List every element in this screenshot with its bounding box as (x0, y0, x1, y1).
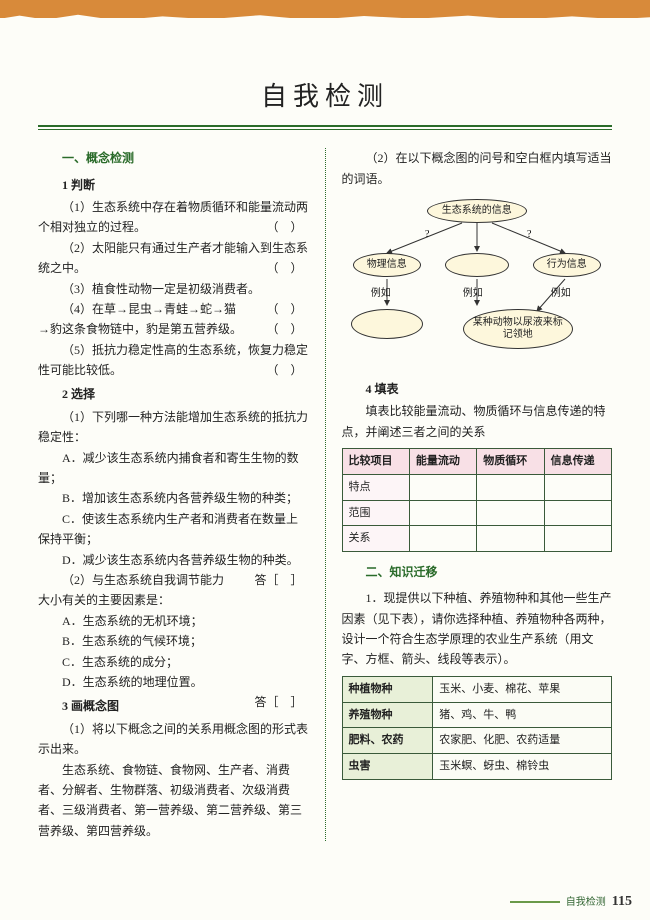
page-footer: 自我检测 115 (510, 890, 632, 914)
svg-text:?: ? (527, 229, 532, 240)
section-2-head: 二、知识迁移 (342, 562, 613, 582)
comparison-table: 比较项目 能量流动 物质循环 信息传递 特点 范围 关系 (342, 448, 613, 552)
diagram-node-physical: 物理信息 (353, 253, 421, 277)
production-table: 种植物种玉米、小麦、棉花、苹果 养殖物种猪、鸡、牛、鸭 肥料、农药农家肥、化肥、… (342, 676, 613, 780)
diagram-label-eg2: 例如 (463, 285, 483, 302)
table-row: 关系 (342, 526, 612, 552)
title-rule (38, 125, 612, 130)
fill-intro: 填表比较能量流动、物质循环与信息传递的特点，并阐述三者之间的关系 (342, 401, 613, 442)
diagram-node-behavior: 行为信息 (533, 253, 601, 277)
table-row: 肥料、农药农家肥、化肥、农药适量 (342, 728, 612, 754)
torn-top-edge (0, 0, 650, 18)
th: 物质循环 (477, 449, 544, 475)
diagram-label-eg3: 例如 (551, 285, 571, 302)
mc1-b: B．增加该生态系统内各营养级生物的种类； (38, 488, 309, 508)
s2-intro: 1．现提供以下种植、养殖物种和其他一些生产因素（见下表），请你选择种植、养殖物种… (342, 588, 613, 670)
th: 能量流动 (409, 449, 476, 475)
q2: （2）太阳能只有通过生产者才能输入到生态系统之中。（ ） (38, 238, 309, 279)
table-row: 养殖物种猪、鸡、牛、鸭 (342, 702, 612, 728)
concept2-intro: （2）在以下概念图的问号和空白框内填写适当的词语。 (342, 148, 613, 189)
th: 信息传递 (544, 449, 611, 475)
title-box: 自我检测 (38, 75, 612, 119)
two-columns: 一、概念检测 1 判断 （1）生态系统中存在着物质循环和能量流动两个相对独立的过… (38, 148, 612, 841)
page-title: 自我检测 (38, 75, 612, 119)
mc1-a: A．减少该生态系统内捕食者和寄生生物的数量； (38, 448, 309, 489)
svg-text:?: ? (425, 229, 430, 240)
page-number: 115 (612, 890, 632, 914)
q5: （5）抵抗力稳定性高的生态系统，恢复力稳定性可能比较低。（ ） (38, 340, 309, 381)
table-row: 特点 (342, 474, 612, 500)
q1: （1）生态系统中存在着物质循环和能量流动两个相对独立的过程。（ ） (38, 197, 309, 238)
sub-select: 2 选择 (38, 384, 309, 404)
concept-list: 生态系统、食物链、食物网、生产者、消费者、分解者、生物群落、初级消费者、次级消费… (38, 760, 309, 842)
diagram-leaf-text: 某种动物以尿液来标记领地 (463, 309, 573, 349)
right-column: （2）在以下概念图的问号和空白框内填写适当的词语。 ? ? 生态系统的信息 物理… (342, 148, 613, 841)
diagram-node-blank (445, 253, 509, 277)
table-row: 虫害玉米螟、蚜虫、棉铃虫 (342, 753, 612, 779)
mc2-b: B．生态系统的气候环境； (38, 631, 309, 651)
mc2-a: A．生态系统的无机环境； (38, 611, 309, 631)
sub-judge: 1 判断 (38, 175, 309, 195)
diagram-leaf-blank1 (351, 309, 423, 339)
footer-label: 自我检测 (566, 894, 606, 911)
diagram-root-node: 生态系统的信息 (427, 199, 527, 223)
mc1-d: D．减少该生态系统内各营养级生物的种类。 (38, 550, 309, 570)
section-1-head: 一、概念检测 (38, 148, 309, 168)
left-column: 一、概念检测 1 判断 （1）生态系统中存在着物质循环和能量流动两个相对独立的过… (38, 148, 309, 841)
mc1-c: C．使该生态系统内生产者和消费者在数量上保持平衡； (38, 509, 309, 550)
q3: （3）植食性动物一定是初级消费者。（ ） (38, 279, 309, 299)
table-header-row: 比较项目 能量流动 物质循环 信息传递 (342, 449, 612, 475)
mc1-stem: （1）下列哪一种方法能增加生态系统的抵抗力稳定性： (38, 407, 309, 448)
page: 自我检测 一、概念检测 1 判断 （1）生态系统中存在着物质循环和能量流动两个相… (0, 0, 650, 920)
column-divider (325, 148, 326, 841)
mc2-c: C．生态系统的成分； (38, 652, 309, 672)
table-row: 种植物种玉米、小麦、棉花、苹果 (342, 676, 612, 702)
concept-map-diagram: ? ? 生态系统的信息 物理信息 行为信息 例如 例如 例如 某种动物以尿液来标… (347, 193, 607, 373)
sub-fill: 4 填表 (342, 379, 613, 399)
mc2-d: D．生态系统的地理位置。 (38, 672, 309, 692)
th: 比较项目 (342, 449, 409, 475)
footer-line-icon (510, 901, 560, 903)
table-row: 范围 (342, 500, 612, 526)
concept-intro: （1）将以下概念之间的关系用概念图的形式表示出来。 (38, 719, 309, 760)
diagram-label-eg1: 例如 (371, 285, 391, 302)
